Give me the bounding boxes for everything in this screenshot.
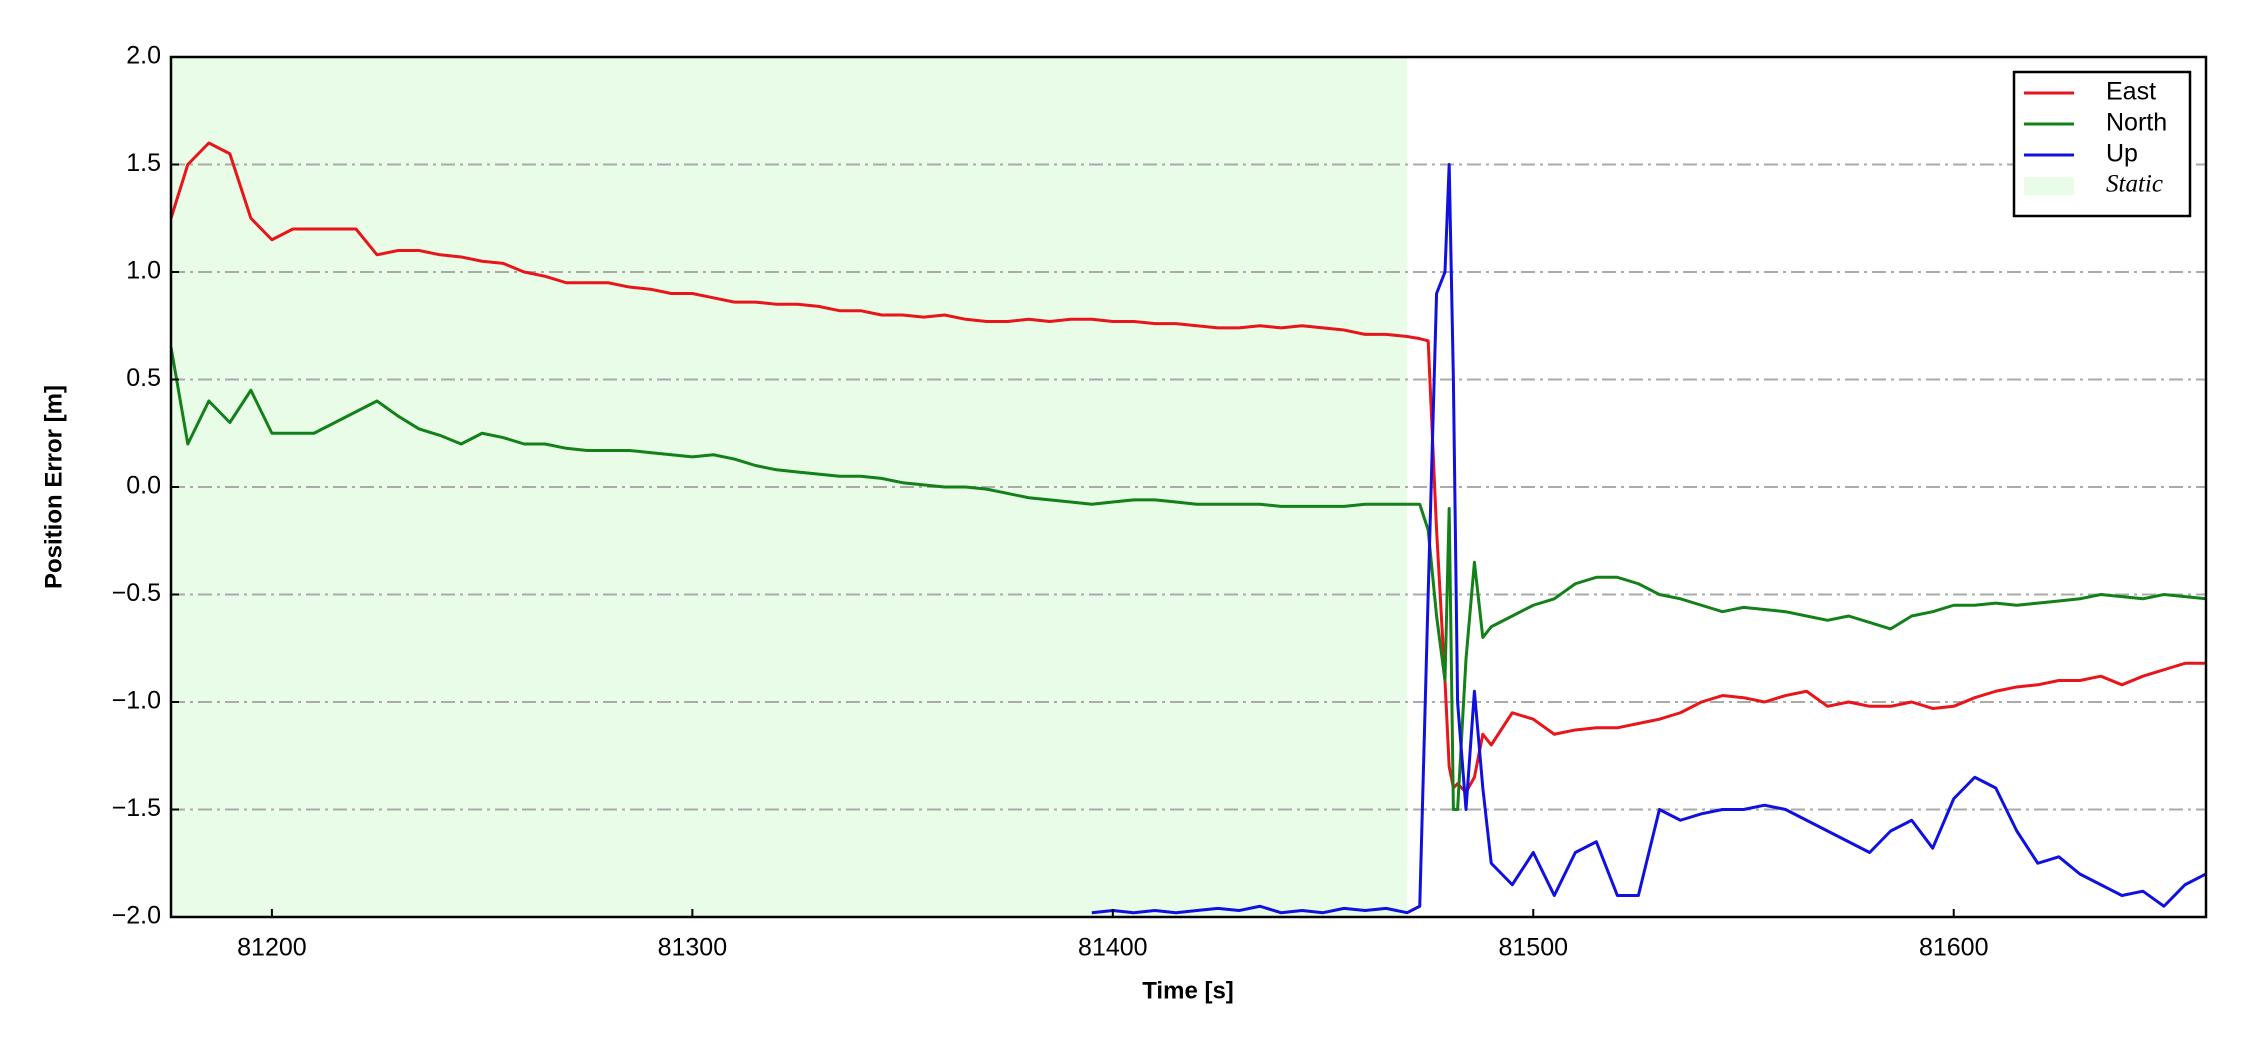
y-tick-label: 0.0: [126, 472, 161, 500]
x-tick-label: 81500: [1499, 934, 1569, 962]
plot-background: [171, 56, 2206, 918]
x-tick-label: 81400: [1078, 934, 1148, 962]
legend-label: East: [2106, 78, 2156, 106]
x-tick-label: 81600: [1919, 934, 1989, 962]
x-tick-label: 81300: [658, 934, 728, 962]
legend-label: Up: [2106, 140, 2138, 168]
series-line: [171, 141, 2206, 794]
series-line: [171, 346, 2206, 811]
legend: East North Up Static: [2012, 70, 2192, 218]
series-line: [1091, 163, 2206, 915]
y-tick-label: −1.5: [112, 794, 161, 822]
y-tick-label: 1.5: [126, 149, 161, 177]
y-tick-label: 2.0: [126, 42, 161, 70]
legend-swatch: [2024, 177, 2074, 195]
y-tick-label: 1.0: [126, 257, 161, 285]
y-tick-label: −1.0: [112, 687, 161, 715]
y-axis-label: Position Error [m]: [40, 385, 67, 589]
legend-label: Static: [2106, 171, 2163, 198]
static-span: [171, 57, 1408, 917]
legend-label: North: [2106, 109, 2167, 137]
y-tick-label: −0.5: [112, 579, 161, 607]
y-tick-label: −2.0: [112, 902, 161, 930]
x-tick-label: 81200: [237, 934, 307, 962]
ticks: −2.0 −1.5 −1.0 −0.5 0.0 0.5 1.0 1.5 2.0 81200 8130…: [112, 42, 1989, 962]
x-axis-label: Time [s]: [1142, 977, 1234, 1004]
y-tick-label: 0.5: [126, 364, 161, 392]
plot-lines: [171, 141, 2206, 915]
